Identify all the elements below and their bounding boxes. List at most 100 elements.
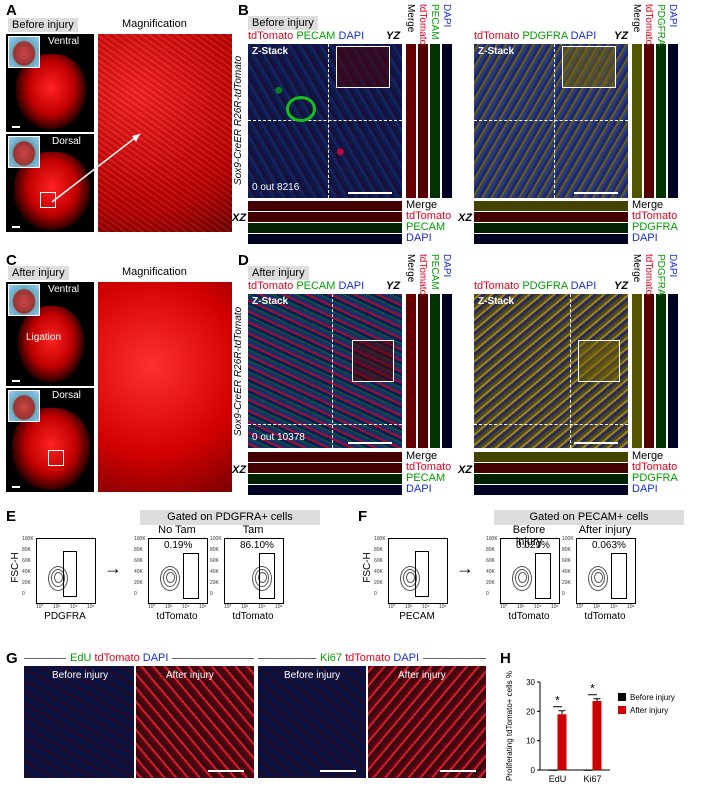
- gate-percentage: 0.029%: [516, 540, 550, 551]
- xz-dapi-strip: [248, 485, 402, 495]
- stain-label: DAPI: [142, 652, 169, 664]
- channel-label: DAPI: [570, 280, 597, 292]
- panel-e-gated-label: Gated on PDGFRA+ cells: [140, 510, 320, 525]
- g-after-injury-edu-image: After injury: [136, 666, 254, 778]
- heart-thumbnail-icon: [8, 136, 40, 168]
- panel-f-gated-label: Gated on PECAM+ cells: [494, 510, 684, 525]
- y-tick-label: 80K: [210, 547, 219, 553]
- proliferation-bar-chart: 0 10 20 30 Proliferating tdTomato+ cells % * E…: [505, 671, 675, 784]
- yz-pdgfra-strip: [656, 44, 666, 198]
- xz-tag: Merge: [632, 450, 664, 462]
- xz-merge-strip: [248, 201, 402, 211]
- contour-line: [163, 569, 177, 587]
- scale-bar: [320, 770, 356, 772]
- contour-line: [400, 566, 420, 592]
- yz-tag: DAPI: [441, 4, 452, 28]
- contour-line: [588, 566, 608, 592]
- gate-percentage: 86.10%: [240, 540, 274, 551]
- flow-x-axis-label: PECAM: [399, 611, 435, 622]
- panel-g-letter: G: [6, 650, 18, 667]
- y-tick-label: 80K: [22, 547, 31, 553]
- x-tick-label: Ki67: [583, 774, 601, 784]
- panel-a-magnification-image: [98, 34, 232, 232]
- y-tick-label: 0: [134, 591, 137, 597]
- dorsal-heart-image: Dorsal: [6, 134, 94, 232]
- contour-line: [405, 571, 415, 583]
- xz-tag: PECAM: [406, 221, 446, 233]
- x-tick-label: 10⁴: [610, 604, 618, 610]
- ventral-label: Ventral: [48, 284, 80, 295]
- bar: [583, 770, 593, 771]
- scale-bar: [574, 442, 618, 444]
- yz-label: YZ: [386, 280, 401, 292]
- yz-merge-strip: [632, 294, 642, 448]
- dorsal-heart-image: Dorsal: [6, 388, 94, 492]
- x-tick-label: 10²: [593, 604, 601, 610]
- magnified-region-box: [48, 450, 64, 466]
- yz-merge-strip: [406, 294, 416, 448]
- xz-pdgfra-strip: [474, 223, 628, 233]
- scale-bar: [574, 192, 618, 194]
- tile-label: Before injury: [52, 670, 109, 681]
- x-tick-label: 10⁶: [199, 604, 207, 610]
- contour-line: [591, 569, 605, 587]
- legend-label: Before injury: [630, 693, 675, 702]
- x-tick-label: 10⁴: [422, 604, 430, 610]
- xz-tag: DAPI: [632, 483, 658, 495]
- yz-tag: tdTomato: [643, 254, 654, 296]
- yz-tag: DAPI: [667, 254, 678, 278]
- panel-a-magnification-label: Magnification: [122, 18, 187, 30]
- gate-rectangle: [535, 553, 551, 599]
- stain-label: tdTomato: [345, 652, 391, 664]
- xz-dapi-strip: [474, 485, 628, 495]
- cell-count: 0 out 10378: [252, 432, 305, 443]
- y-tick-label: 100K: [210, 536, 222, 542]
- bar: [557, 714, 567, 770]
- flow-plot-title: After injury: [578, 524, 632, 536]
- panel-b-left-zstack-image: Z-Stack 0 out 8216: [248, 44, 402, 198]
- panel-g-right-stains: Ki67 tdTomato DAPI: [316, 652, 424, 664]
- xz-label: XZ: [232, 464, 247, 476]
- ventral-heart-image: Ventral: [6, 34, 94, 132]
- yz-tag: Merge: [405, 4, 416, 33]
- channel-label: tdTomato: [474, 30, 520, 42]
- gate-rectangle: [415, 551, 429, 597]
- xz-tag: tdTomato: [632, 461, 678, 473]
- channel-label: DAPI: [338, 30, 365, 42]
- yz-tag: tdTomato: [643, 4, 654, 46]
- yz-label: YZ: [614, 30, 629, 42]
- flow-plot: [36, 538, 96, 604]
- arrow-icon: →: [456, 558, 474, 578]
- panel-b-right-zstack-image: Z-Stack: [474, 44, 628, 198]
- flow-plot: [388, 538, 448, 604]
- x-tick-label: 10°: [500, 604, 508, 610]
- panel-f-letter: F: [358, 508, 368, 525]
- vessel: [286, 96, 316, 122]
- flow-x-axis-label: tdTomato: [156, 611, 198, 622]
- yz-tag: Merge: [405, 254, 416, 283]
- zoom-inset: [352, 340, 394, 382]
- zstack-label: Z-Stack: [478, 46, 515, 57]
- flow-x-axis-label: tdTomato: [232, 611, 274, 622]
- panel-b-condition: Before injury: [248, 16, 318, 30]
- zoom-inset: [562, 46, 616, 88]
- yz-pecam-strip: [430, 44, 440, 198]
- zoom-inset: [578, 340, 620, 382]
- yz-tdtomato-strip: [418, 294, 428, 448]
- yz-tag: DAPI: [441, 254, 452, 278]
- flow-x-axis-label: tdTomato: [584, 611, 626, 622]
- x-tick-label: EdU: [549, 774, 567, 784]
- yz-tag: tdTomato: [417, 4, 428, 46]
- g-before-injury-ki67-image: Before injury: [258, 666, 366, 778]
- yz-tag: Merge: [631, 4, 642, 33]
- x-tick-label: 10²: [165, 604, 173, 610]
- panel-d-right-zstack-image: Z-Stack: [474, 294, 628, 448]
- yz-tag: DAPI: [667, 4, 678, 28]
- bar: [548, 770, 558, 771]
- stain-label: Ki67: [320, 652, 343, 664]
- yz-tdtomato-strip: [418, 44, 428, 198]
- y-tick-label: 40K: [210, 569, 219, 575]
- flow-y-axis-label: FSC-H: [9, 552, 21, 583]
- channel-label: PECAM: [296, 30, 336, 42]
- flow-plot-title: Before injury: [512, 524, 546, 548]
